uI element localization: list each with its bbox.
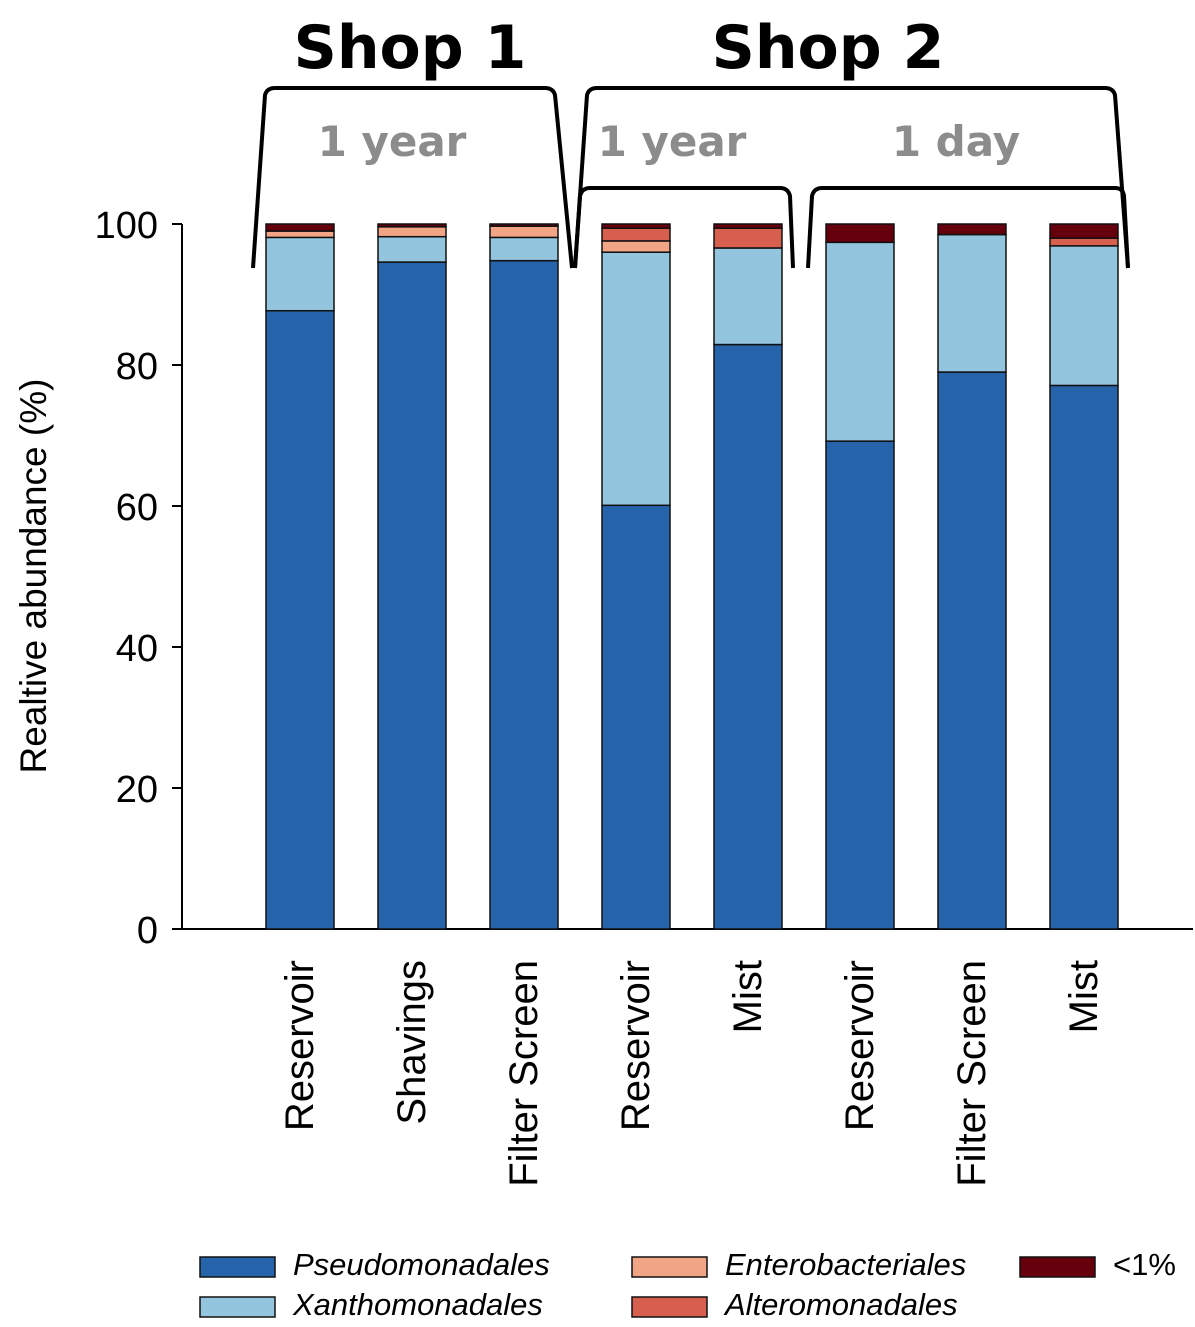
x-tick-labels: Reservoir Shavings Filter Screen Reservoir M… xyxy=(278,960,1106,1187)
bar-segment xyxy=(489,225,559,239)
legend-label: Enterobacteriales xyxy=(725,1247,966,1282)
y-tick-label: 60 xyxy=(116,487,158,529)
bar-stack xyxy=(489,223,559,930)
bar-segment xyxy=(937,233,1007,373)
y-tick-label: 100 xyxy=(95,205,158,247)
bar-segment xyxy=(601,251,671,507)
legend-label: Alteromonadales xyxy=(723,1287,958,1322)
subgroup-label-shop-1-1-year: 1 year xyxy=(318,117,467,166)
bar-segment xyxy=(1049,384,1119,930)
bracket-shop-1 xyxy=(251,86,574,269)
subgroup-label-shop-2-1-day: 1 day xyxy=(892,117,1020,166)
axes: 0 20 40 60 80 100 Realtive abundance (%) xyxy=(13,205,1193,952)
bar-segment xyxy=(265,230,335,239)
x-tick-label: Filter Screen xyxy=(502,960,546,1187)
group-title-shop-1: Shop 1 xyxy=(294,13,527,83)
legend-label: Pseudomonadales xyxy=(293,1247,550,1282)
bar-segment xyxy=(265,223,335,232)
bar-segment xyxy=(489,223,559,227)
y-tick-label: 20 xyxy=(116,769,158,811)
y-ticks: 0 20 40 60 80 100 xyxy=(95,205,182,952)
bar-segment xyxy=(377,261,447,930)
bar-segment xyxy=(601,227,671,242)
x-tick-label: Shavings xyxy=(390,960,434,1125)
legend-swatch xyxy=(1019,1256,1096,1278)
group-title-shop-2: Shop 2 xyxy=(712,13,945,83)
legend-label: <1% xyxy=(1113,1247,1176,1282)
bar-segment xyxy=(713,343,783,930)
legend: Pseudomonadales Xanthomonadales Enterobact… xyxy=(199,1247,1176,1322)
bar-segment xyxy=(377,235,447,263)
legend-swatch xyxy=(199,1256,276,1278)
bar-segment xyxy=(825,223,895,244)
bar-segment xyxy=(825,241,895,442)
bar-segment xyxy=(377,223,447,228)
bar-stack xyxy=(713,223,783,930)
x-tick-label: Reservoir xyxy=(278,960,322,1131)
bar-segment xyxy=(489,259,559,930)
bar-stack xyxy=(825,223,895,930)
bar-segment xyxy=(1049,237,1119,247)
bar-segment xyxy=(601,504,671,930)
bar-segment xyxy=(601,240,671,253)
y-tick-label: 80 xyxy=(116,346,158,388)
bar-segment xyxy=(713,223,783,229)
bar-segment xyxy=(825,440,895,930)
bracket-shop-2 xyxy=(573,86,1130,269)
bar-stack xyxy=(1049,223,1119,930)
bar-segment xyxy=(713,247,783,346)
bar-segment xyxy=(937,223,1007,236)
bars xyxy=(265,223,1119,930)
x-tick-label: Filter Screen xyxy=(950,960,994,1187)
legend-swatch xyxy=(631,1256,708,1278)
bar-stack xyxy=(377,223,447,930)
bar-segment xyxy=(713,227,783,249)
subgroup-label-shop-2-1-year: 1 year xyxy=(598,117,747,166)
x-tick-label: Reservoir xyxy=(614,960,658,1131)
x-tick-label: Mist xyxy=(1062,960,1106,1033)
bar-segment xyxy=(265,309,335,930)
y-tick-label: 0 xyxy=(137,910,158,952)
bar-stack xyxy=(601,223,671,930)
bracket-shop-2-1-year xyxy=(573,186,795,269)
bar-segment xyxy=(489,236,559,262)
legend-swatch xyxy=(199,1296,276,1318)
x-tick-label: Reservoir xyxy=(838,960,882,1131)
bar-stack xyxy=(937,223,1007,930)
y-axis-label: Realtive abundance (%) xyxy=(13,379,54,774)
legend-swatch xyxy=(631,1296,708,1318)
group-headers: Shop 1 Shop 2 1 year 1 year 1 day xyxy=(251,13,1130,269)
y-tick-label: 40 xyxy=(116,628,158,670)
bar-segment xyxy=(937,371,1007,930)
bar-segment xyxy=(601,223,671,229)
bar-segment xyxy=(265,236,335,312)
legend-label: Xanthomonadales xyxy=(292,1287,543,1322)
bar-segment xyxy=(377,226,447,238)
bar-segment xyxy=(1049,223,1119,239)
bracket-shop-2-1-day xyxy=(806,186,1130,269)
bar-stack xyxy=(265,223,335,930)
x-tick-label: Mist xyxy=(726,960,770,1033)
bar-segment xyxy=(1049,245,1119,387)
